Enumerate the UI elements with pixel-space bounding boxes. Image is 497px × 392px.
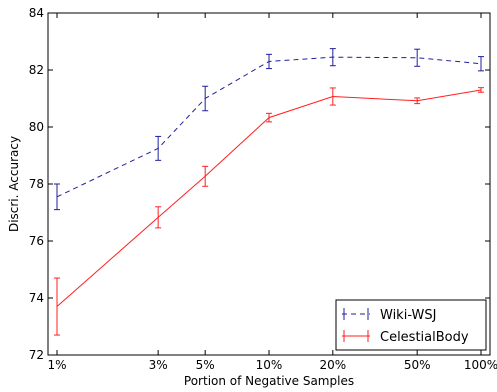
legend-box xyxy=(335,299,487,351)
plot-area: 72 74 76 78 80 82 84 1% 3% 5% 10% 20% 50% 100% xyxy=(29,6,497,372)
legend-item: CelestialBody xyxy=(342,330,469,345)
y-tick-label: 80 xyxy=(29,120,44,134)
x-tick-label: 50% xyxy=(404,358,431,372)
y-tick-label: 84 xyxy=(29,6,44,20)
x-tick-label: 1% xyxy=(47,358,66,372)
y-tick-label: 82 xyxy=(29,63,44,77)
x-axis-label: Portion of Negative Samples xyxy=(184,374,354,388)
y-tick-label: 78 xyxy=(29,177,44,191)
y-tick-label: 76 xyxy=(29,234,44,248)
series-celestialbody xyxy=(54,87,484,336)
series-line xyxy=(56,56,482,198)
y-tick-label: 74 xyxy=(29,291,44,305)
x-tick-label: 5% xyxy=(196,358,215,372)
series-wiki-wsj xyxy=(54,48,484,211)
axis-ticks: 72 74 76 78 80 82 84 1% 3% 5% 10% 20% 50% 100% xyxy=(29,6,497,372)
x-tick-label: 100% xyxy=(464,358,497,372)
x-tick-label: 20% xyxy=(319,358,346,372)
legend-label: CelestialBody xyxy=(380,330,469,345)
y-tick-label: 72 xyxy=(29,348,44,362)
x-tick-label: 3% xyxy=(149,358,168,372)
legend-label: Wiki-WSJ xyxy=(380,308,436,323)
legend: Wiki-WSJ CelestialBody xyxy=(335,299,487,351)
legend-item: Wiki-WSJ xyxy=(342,308,436,323)
x-tick-label: 10% xyxy=(256,358,283,372)
series-line xyxy=(56,89,482,307)
series-marks xyxy=(54,48,484,336)
y-axis-label: Discri. Accuracy xyxy=(7,136,21,232)
